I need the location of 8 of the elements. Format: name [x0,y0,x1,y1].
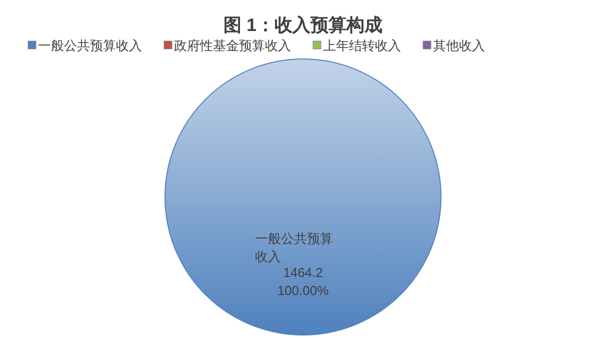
chart-title: 图 1：收入预算构成 [223,15,383,35]
data-label: 1464.2 [283,265,323,280]
slice-label: 一般公共预算收入 [255,231,333,264]
text: 100.00% [277,283,330,298]
legend-label: 其他收入 [433,38,485,53]
legend-label: 一般公共预算收入 [38,38,142,53]
legend-label: 政府性基金预算收入 [174,38,291,53]
legend-label: 上年结转收入 [323,38,401,53]
